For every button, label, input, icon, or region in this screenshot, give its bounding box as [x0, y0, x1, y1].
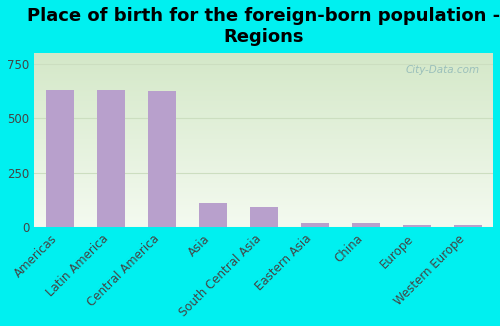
Bar [148, 91, 176, 227]
Bar [402, 225, 430, 227]
Bar [46, 90, 74, 227]
Bar [352, 223, 380, 227]
Bar [250, 207, 278, 227]
Title: Place of birth for the foreign-born population -
Regions: Place of birth for the foreign-born popu… [27, 7, 500, 46]
Bar [300, 223, 328, 227]
Bar [198, 203, 226, 227]
Text: City-Data.com: City-Data.com [405, 65, 479, 75]
Bar [96, 90, 124, 227]
Bar [454, 225, 481, 227]
